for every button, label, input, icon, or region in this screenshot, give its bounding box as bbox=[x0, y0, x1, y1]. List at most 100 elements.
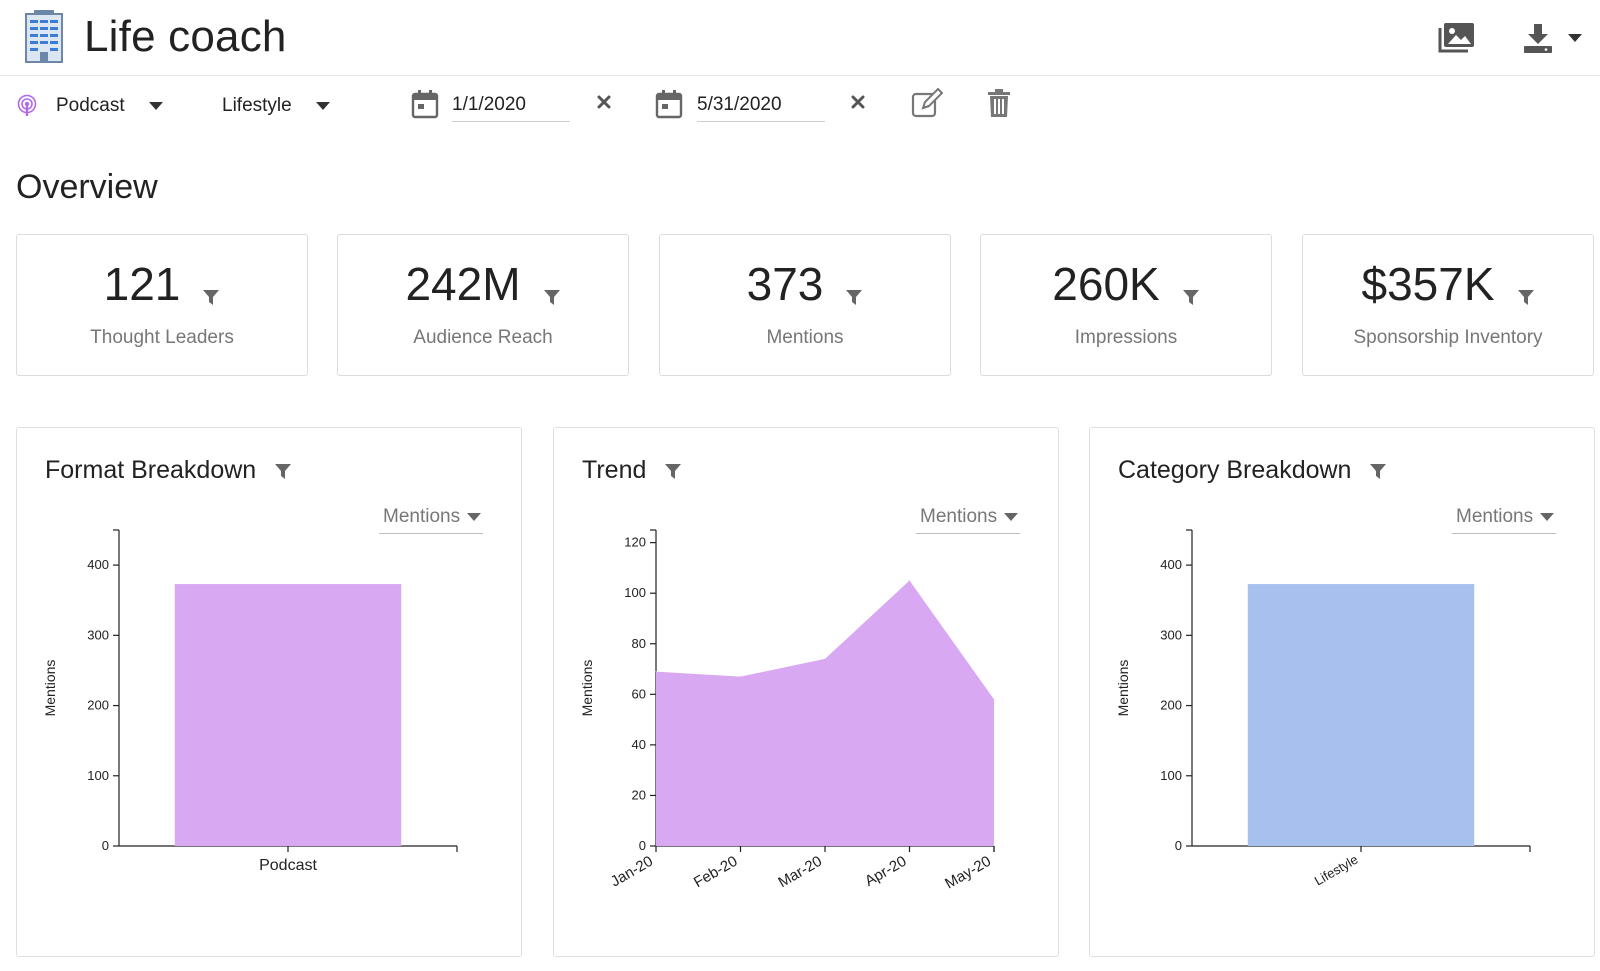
start-date-input[interactable] bbox=[452, 88, 570, 122]
kpi-card: 242M Audience Reach bbox=[337, 234, 629, 376]
category-breakdown-chart: 0 100 200 300 400 Mentions Lifestyle bbox=[1115, 529, 1531, 889]
kpi-label: Mentions bbox=[766, 327, 844, 348]
kpi-value: 242M bbox=[405, 258, 521, 310]
category-filter[interactable]: Lifestyle bbox=[222, 78, 330, 134]
image-gallery-button[interactable] bbox=[1438, 18, 1480, 58]
kpi-card: 121 Thought Leaders bbox=[16, 234, 308, 376]
clear-end-date-button[interactable] bbox=[848, 92, 868, 112]
trash-icon bbox=[988, 89, 1010, 117]
data-point bbox=[824, 658, 826, 660]
category-breakdown-panel: Category Breakdown Mentions 0 100 200 300 40… bbox=[1089, 427, 1595, 957]
kpi-card: $357K Sponsorship Inventory bbox=[1302, 234, 1594, 376]
y-tick-label: 300 bbox=[87, 627, 109, 642]
delete-button[interactable] bbox=[984, 86, 1014, 120]
panel-title: Category Breakdown bbox=[1118, 456, 1352, 484]
data-point bbox=[655, 671, 657, 673]
metric-select-value: Mentions bbox=[1456, 505, 1534, 527]
format-filter[interactable]: Podcast bbox=[16, 78, 163, 134]
y-tick-label: 100 bbox=[1160, 768, 1182, 783]
kpi-card: 260K Impressions bbox=[980, 234, 1272, 376]
end-date-picker-button[interactable] bbox=[654, 86, 684, 122]
x-tick-label: May-20 bbox=[942, 853, 994, 893]
overview-title: Overview bbox=[16, 168, 158, 206]
app-title: Life coach bbox=[84, 12, 287, 61]
end-date-input[interactable] bbox=[697, 88, 825, 122]
app-header: Life coach bbox=[0, 0, 1600, 76]
format-breakdown-panel: Format Breakdown Mentions 0 100 200 300 400 M… bbox=[16, 427, 522, 957]
y-axis-label: Mentions bbox=[579, 660, 595, 717]
y-tick-label: 0 bbox=[1175, 838, 1182, 853]
kpi-label: Sponsorship Inventory bbox=[1353, 327, 1543, 348]
kpi-card: 373 Mentions bbox=[659, 234, 951, 376]
y-tick-label: 20 bbox=[632, 787, 646, 802]
bar bbox=[1247, 584, 1475, 846]
start-date-picker-button[interactable] bbox=[410, 86, 440, 122]
data-point bbox=[740, 676, 741, 678]
metric-select[interactable]: Mentions bbox=[1452, 500, 1556, 534]
filter-icon[interactable] bbox=[274, 462, 292, 480]
y-axis-label: Mentions bbox=[42, 660, 58, 717]
y-tick-label: 80 bbox=[632, 636, 646, 651]
filter-icon[interactable] bbox=[202, 263, 220, 317]
podcast-icon bbox=[17, 94, 37, 116]
x-tick-label: Feb-20 bbox=[691, 853, 741, 891]
y-tick-label: 0 bbox=[102, 838, 109, 853]
x-tick-label: Podcast bbox=[259, 857, 317, 874]
y-axis-label: Mentions bbox=[1115, 660, 1131, 717]
calendar-icon bbox=[655, 90, 683, 119]
filter-icon[interactable] bbox=[1369, 462, 1387, 480]
data-point bbox=[993, 698, 995, 700]
category-filter-value: Lifestyle bbox=[222, 95, 292, 116]
kpi-value: 121 bbox=[103, 258, 181, 310]
area-series bbox=[656, 580, 994, 846]
kpi-label: Thought Leaders bbox=[90, 327, 234, 348]
x-tick-label: Mar-20 bbox=[775, 853, 825, 891]
kpi-value: 260K bbox=[1052, 258, 1160, 310]
edit-button[interactable] bbox=[910, 86, 944, 120]
y-tick-label: 200 bbox=[1160, 698, 1182, 713]
filter-icon[interactable] bbox=[845, 263, 863, 317]
chevron-down-icon bbox=[315, 102, 330, 110]
download-icon bbox=[1524, 24, 1552, 53]
filter-icon[interactable] bbox=[543, 263, 561, 317]
images-icon bbox=[1438, 23, 1474, 53]
y-tick-label: 60 bbox=[632, 686, 646, 701]
panel-title: Trend bbox=[582, 456, 647, 484]
kpi-value: $357K bbox=[1361, 258, 1495, 310]
metric-select-value: Mentions bbox=[920, 505, 998, 527]
bar bbox=[174, 584, 402, 846]
y-tick-label: 300 bbox=[1160, 627, 1182, 642]
chevron-down-icon bbox=[1004, 512, 1018, 521]
filter-bar: Podcast Lifestyle bbox=[0, 78, 1600, 134]
chevron-down-icon bbox=[467, 512, 481, 521]
y-tick-label: 100 bbox=[624, 585, 646, 600]
trend-chart: 0 20 40 60 80 100 120 Mentions Jan-20 Feb-20 Mar-2… bbox=[579, 529, 995, 893]
y-tick-label: 400 bbox=[87, 557, 109, 572]
metric-select[interactable]: Mentions bbox=[379, 500, 483, 534]
x-tick-label: Lifestyle bbox=[1312, 852, 1361, 889]
y-tick-label: 200 bbox=[87, 698, 109, 713]
format-breakdown-chart: 0 100 200 300 400 Mentions Podcast bbox=[42, 529, 458, 874]
kpi-value: 373 bbox=[746, 258, 824, 310]
data-point bbox=[909, 580, 910, 582]
building-icon bbox=[25, 10, 63, 63]
kpi-label: Audience Reach bbox=[413, 327, 553, 348]
metric-select[interactable]: Mentions bbox=[916, 500, 1020, 534]
chevron-down-icon bbox=[148, 102, 163, 110]
panel-title: Format Breakdown bbox=[45, 456, 257, 484]
x-tick-label: Jan-20 bbox=[608, 853, 656, 891]
filter-icon[interactable] bbox=[1517, 263, 1535, 317]
close-icon bbox=[597, 95, 611, 109]
clear-start-date-button[interactable] bbox=[594, 92, 614, 112]
y-tick-label: 100 bbox=[87, 768, 109, 783]
chevron-down-icon bbox=[1540, 512, 1554, 521]
calendar-icon bbox=[411, 90, 439, 119]
download-button[interactable] bbox=[1522, 18, 1586, 58]
y-tick-label: 40 bbox=[632, 737, 646, 752]
edit-icon bbox=[911, 88, 943, 118]
filter-icon[interactable] bbox=[1182, 263, 1200, 317]
y-tick-label: 120 bbox=[624, 535, 646, 550]
filter-icon[interactable] bbox=[664, 462, 682, 480]
kpi-label: Impressions bbox=[1074, 327, 1178, 348]
metric-select-value: Mentions bbox=[383, 505, 461, 527]
